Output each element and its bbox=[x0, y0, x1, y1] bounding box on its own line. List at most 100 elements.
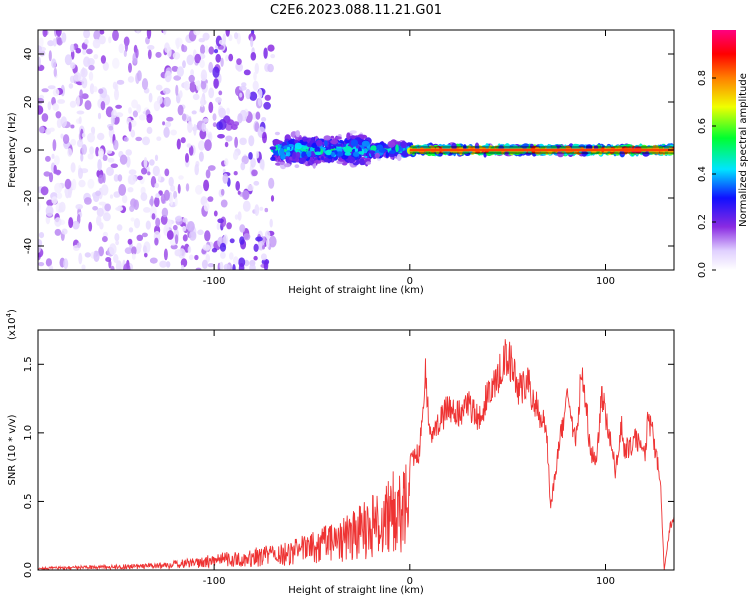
heatmap-cell-r0-410 bbox=[204, 45, 209, 54]
heatmap-cell-r0-235 bbox=[98, 174, 104, 184]
heatmap-cell-r0-347 bbox=[129, 205, 135, 213]
heatmap-cell-r2-432 bbox=[301, 149, 307, 153]
heatmap-cell-r0-440 bbox=[145, 220, 151, 230]
heatmap-cell-r1-96 bbox=[268, 235, 277, 248]
heatmap-cell-r0-444 bbox=[193, 123, 197, 136]
heatmap-cell-r0-307 bbox=[155, 217, 161, 227]
heatmap-cell-r1-123 bbox=[235, 180, 240, 191]
heatmap-cell-r3-186 bbox=[385, 151, 389, 158]
heatmap-cell-r1-77 bbox=[234, 136, 239, 148]
heatmap-cell-r0-395 bbox=[69, 100, 77, 108]
heatmap-cell-r0-76 bbox=[140, 192, 148, 202]
heatmap-cell-r1-168 bbox=[257, 96, 262, 107]
heatmap-cell-r0-359 bbox=[78, 179, 86, 188]
heatmap-cell-r0-219 bbox=[149, 257, 158, 264]
heatmap-cell-r0-515 bbox=[79, 89, 83, 99]
heatmap-cell-r1-66 bbox=[212, 122, 217, 128]
heatmap-cell-r2-461 bbox=[296, 151, 301, 159]
heatmap-cell-r0-398 bbox=[174, 234, 179, 245]
heatmap-cell-r0-58 bbox=[56, 37, 63, 46]
heatmap-cell-r0-284 bbox=[110, 114, 115, 126]
colorbar-tick-label-0: 0.0 bbox=[697, 262, 708, 278]
heatmap-cell-r0-225 bbox=[137, 175, 143, 181]
heatmap-cell-r0-367 bbox=[154, 154, 159, 161]
heatmap-cell-r0-366 bbox=[207, 133, 212, 139]
heatmap-cell-r0-461 bbox=[98, 88, 104, 94]
heatmap-cell-r0-114 bbox=[176, 138, 181, 150]
snr-multiplier-base: (x10 bbox=[7, 317, 18, 340]
heatmap-cell-r0-466 bbox=[75, 204, 83, 210]
heatmap-cell-r0-375 bbox=[110, 265, 115, 270]
heatmap-cell-r0-249 bbox=[125, 149, 132, 156]
heatmap-cell-r1-111 bbox=[253, 180, 260, 186]
heatmap-cell-r1-106 bbox=[218, 90, 223, 96]
heatmap-cell-r0-233 bbox=[93, 30, 101, 41]
heatmap-cell-r0-148 bbox=[155, 51, 162, 58]
colorbar: 0.0 0.2 0.4 0.6 0.8 Normalized spectral ampl… bbox=[697, 30, 749, 278]
heatmap-cell-r0-275 bbox=[127, 76, 135, 83]
heatmap-cell-r0-526 bbox=[53, 169, 62, 175]
heatmap-cell-r2-477 bbox=[344, 152, 352, 156]
heatmap-cell-r0-430 bbox=[169, 193, 174, 206]
heatmap-cell-r2-490 bbox=[278, 148, 285, 156]
heatmap-cell-r0-474 bbox=[130, 119, 137, 128]
heatmap-cell-r0-255 bbox=[204, 230, 211, 242]
heatmap-cell-r1-30 bbox=[241, 155, 249, 165]
spectrogram-xtick-label-0: -100 bbox=[203, 276, 226, 287]
heatmap-cell-r0-184 bbox=[201, 259, 208, 269]
heatmap-cell-r0-236 bbox=[51, 196, 58, 205]
heatmap-cell-r2-459 bbox=[335, 151, 344, 157]
heatmap-cell-r0-476 bbox=[115, 206, 124, 211]
heatmap-cell-r0-419 bbox=[157, 173, 162, 182]
heatmap-cell-r1-104 bbox=[263, 260, 269, 270]
heatmap-cell-r0-166 bbox=[164, 121, 172, 128]
heatmap-cell-r0-357 bbox=[108, 125, 114, 131]
heatmap-cell-r0-420 bbox=[40, 186, 49, 196]
heatmap-cell-r0-484 bbox=[189, 231, 197, 241]
heatmap-cell-r0-279 bbox=[175, 84, 179, 96]
heatmap-cell-r0-245 bbox=[171, 65, 179, 72]
heatmap-cell-r0-406 bbox=[146, 113, 153, 124]
heatmap-cell-r0-483 bbox=[106, 149, 113, 154]
heatmap-cell-r0-530 bbox=[74, 72, 81, 82]
heatmap-cell-r1-149 bbox=[229, 238, 235, 244]
heatmap-cell-r4-1260 bbox=[504, 151, 509, 156]
heatmap-cell-r0-494 bbox=[199, 104, 205, 113]
heatmap-cell-r0-509 bbox=[113, 139, 119, 151]
heatmap-cell-r0-75 bbox=[113, 191, 121, 198]
heatmap-cell-r1-143 bbox=[250, 52, 257, 61]
colorbar-tick-label-1: 0.2 bbox=[697, 214, 708, 230]
heatmap-cell-r0-361 bbox=[208, 46, 215, 55]
heatmap-cell-r0-344 bbox=[147, 45, 155, 50]
colorbar-tick-label-4: 0.8 bbox=[697, 70, 708, 86]
heatmap-cell-r0-190 bbox=[102, 212, 111, 222]
heatmap-cell-r1-105 bbox=[250, 157, 256, 168]
heatmap-cell-r0-482 bbox=[104, 203, 111, 212]
heatmap-cell-r1-179 bbox=[270, 54, 276, 59]
heatmap-cell-r0-323 bbox=[208, 87, 215, 99]
heatmap-cell-r0-488 bbox=[55, 111, 62, 119]
heatmap-cell-r1-64 bbox=[225, 135, 233, 142]
heatmap-cell-r0-437 bbox=[93, 86, 98, 93]
heatmap-cell-r0-304 bbox=[127, 187, 134, 193]
heatmap-cell-r0-394 bbox=[122, 194, 128, 204]
heatmap-cell-r0-399 bbox=[67, 148, 73, 157]
heatmap-cell-r0-467 bbox=[87, 132, 95, 143]
heatmap-cell-r0-510 bbox=[52, 88, 60, 97]
heatmap-cell-r1-122 bbox=[266, 238, 270, 249]
heatmap-cell-r0-456 bbox=[38, 238, 43, 248]
heatmap-cell-r0-191 bbox=[38, 105, 44, 115]
heatmap-cell-r0-294 bbox=[100, 101, 106, 111]
heatmap-cell-r0-99 bbox=[99, 30, 105, 35]
heatmap-cell-r0-369 bbox=[128, 107, 132, 114]
heatmap-cell-r1-176 bbox=[237, 113, 243, 124]
heatmap-cell-r0-479 bbox=[131, 253, 136, 260]
heatmap-cell-r2-263 bbox=[314, 159, 322, 164]
heatmap-cell-r1-70 bbox=[233, 151, 239, 161]
heatmap-cell-r1-93 bbox=[263, 47, 268, 59]
heatmap-cell-r0-536 bbox=[112, 81, 117, 90]
heatmap-cell-r0-358 bbox=[172, 224, 178, 231]
heatmap-cell-r0-427 bbox=[51, 58, 57, 69]
spectrogram-ytick-label-2: 0 bbox=[23, 147, 34, 153]
heatmap-cell-r1-76 bbox=[213, 49, 219, 54]
